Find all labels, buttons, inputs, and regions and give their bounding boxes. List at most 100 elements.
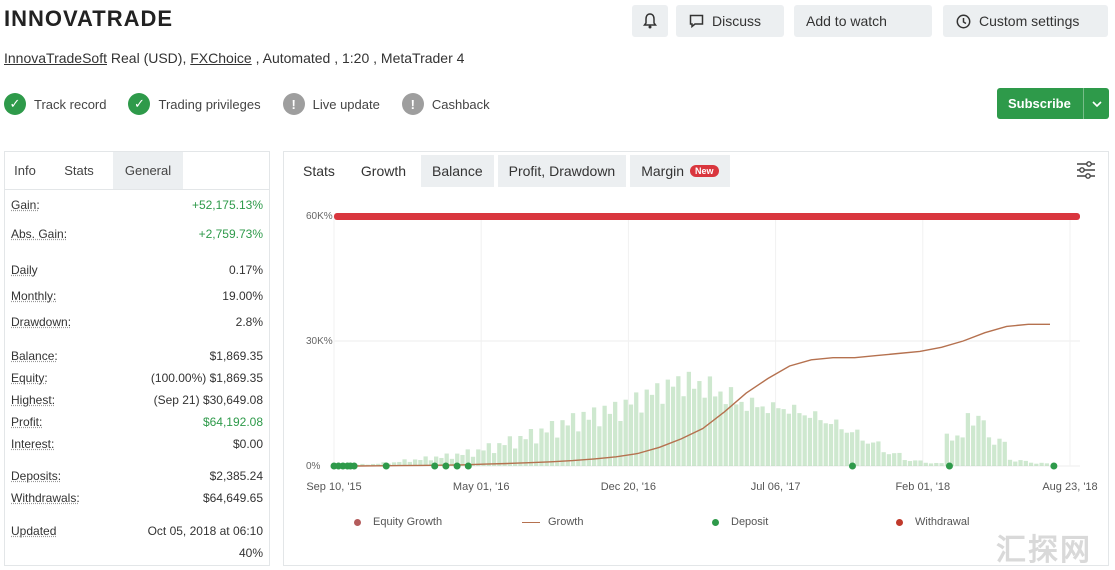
custom-label: Custom settings (979, 13, 1080, 29)
tab-profit-drawdown[interactable]: Profit, Drawdown (497, 155, 627, 187)
stat-value: $2,385.24 (209, 469, 263, 483)
equity-bar (697, 381, 702, 466)
custom-settings-button[interactable]: Custom settings (943, 5, 1108, 37)
deposit-marker (1050, 462, 1058, 470)
equity-bar (491, 453, 497, 466)
growth-line (334, 323, 1050, 467)
stat-row: Profit: $64,192.08 (11, 415, 263, 429)
equity-bar (428, 460, 434, 466)
equity-bar (570, 413, 576, 466)
tab-growth[interactable]: Growth (350, 155, 417, 187)
equity-bar (376, 463, 381, 466)
equity-bar (786, 413, 792, 466)
equity-bar (686, 371, 691, 466)
equity-bar (370, 463, 376, 466)
equity-bar (918, 460, 923, 466)
equity-bar (849, 432, 855, 466)
equity-bar (397, 461, 402, 466)
verification-badges: ✓ Track record ✓ Trading privileges ! Li… (4, 90, 512, 118)
chat-icon (688, 13, 704, 29)
stat-value: (Sep 21) $30,649.08 (153, 393, 263, 407)
deposit-marker (442, 462, 450, 470)
legend-item[interactable]: Withdrawal (896, 516, 969, 528)
add-to-watch-button[interactable]: Add to watch (794, 5, 932, 37)
equity-bar (502, 445, 507, 466)
legend-item[interactable]: Equity Growth (354, 516, 442, 528)
discuss-button[interactable]: Discuss (676, 5, 784, 37)
equity-bar (1013, 461, 1018, 466)
legend-item[interactable]: Deposit (712, 516, 768, 528)
equity-bar (939, 463, 944, 466)
legend-item[interactable]: Growth (522, 516, 583, 528)
system-details: , Automated , 1:20 , MetaTrader 4 (255, 50, 465, 66)
equity-bar (1007, 459, 1013, 466)
subscribe-button[interactable]: Subscribe (997, 88, 1109, 119)
chevron-down-icon[interactable] (1083, 88, 1109, 119)
equity-bar (955, 435, 960, 466)
stat-label: Balance: (11, 349, 58, 363)
stats-tabs: Info Stats General (5, 152, 269, 190)
tab-stats[interactable]: Stats (292, 155, 346, 187)
equity-bar (449, 458, 455, 466)
equity-bar (792, 404, 797, 466)
tab-stats[interactable]: Stats (64, 163, 94, 178)
stat-value: 0.17% (228, 263, 263, 277)
legend-marker (522, 521, 540, 523)
stat-row: Interest: $0.00 (11, 437, 263, 451)
stat-label: Interest: (11, 437, 55, 451)
equity-bar (965, 413, 971, 466)
equity-bar (765, 413, 770, 466)
equity-bar (934, 462, 939, 466)
equity-bar (1002, 441, 1007, 466)
equity-bar (560, 420, 565, 466)
notifications-button[interactable] (632, 5, 668, 37)
sliders-icon[interactable] (1076, 160, 1096, 180)
equity-bar (602, 405, 607, 466)
tab-general[interactable]: General (113, 152, 183, 189)
equity-bar (818, 420, 823, 466)
equity-bar (944, 433, 949, 466)
stat-row: Abs. Gain: +2,759.73% (11, 227, 263, 241)
badge-cashback[interactable]: ! Cashback (401, 90, 490, 118)
equity-bar (665, 379, 670, 466)
legend-marker (354, 518, 361, 526)
stat-label: Profit: (11, 415, 43, 429)
chart-legend: Equity Growth Growth Deposit Withdrawal (284, 514, 1110, 534)
check-icon: ✓ (4, 93, 26, 115)
equity-bar (507, 436, 512, 466)
x-tick-label: May 01, '16 (453, 481, 510, 493)
stat-row: Deposits: $2,385.24 (11, 469, 263, 483)
stat-row: Daily 0.17% (11, 263, 263, 277)
subscribe-label: Subscribe (1008, 96, 1071, 111)
badge-track-record[interactable]: ✓ Track record (4, 90, 106, 118)
developer-link[interactable]: InnovaTradeSoft (4, 50, 107, 66)
equity-bar (618, 420, 623, 466)
equity-bar (360, 463, 365, 466)
equity-bar (407, 461, 412, 466)
equity-bar (497, 443, 502, 466)
badge-live-update[interactable]: ! Live update (282, 90, 380, 118)
equity-bar (839, 429, 844, 466)
equity-bar (713, 396, 718, 466)
equity-bar (655, 383, 660, 466)
equity-bar (702, 397, 707, 466)
tab-balance[interactable]: Balance (421, 155, 494, 187)
equity-bar (586, 419, 591, 466)
equity-bar (418, 460, 423, 466)
legend-label: Growth (548, 516, 584, 528)
equity-bar (728, 387, 734, 466)
equity-bar (1018, 460, 1023, 466)
equity-bar (528, 429, 534, 466)
badge-label: Live update (312, 96, 380, 112)
equity-bar (455, 453, 460, 466)
badge-trading-privileges[interactable]: ✓ Trading privileges (128, 90, 261, 118)
tab-margin[interactable]: Margin New (630, 155, 730, 187)
x-tick-label: Aug 23, '18 (1042, 481, 1097, 493)
equity-bar (718, 391, 723, 466)
exclamation-icon: ! (282, 93, 305, 115)
tab-info[interactable]: Info (14, 163, 36, 178)
equity-bar (1039, 462, 1044, 466)
broker-link[interactable]: FXChoice (190, 50, 252, 66)
equity-bar (976, 415, 981, 466)
equity-bar (707, 376, 713, 466)
